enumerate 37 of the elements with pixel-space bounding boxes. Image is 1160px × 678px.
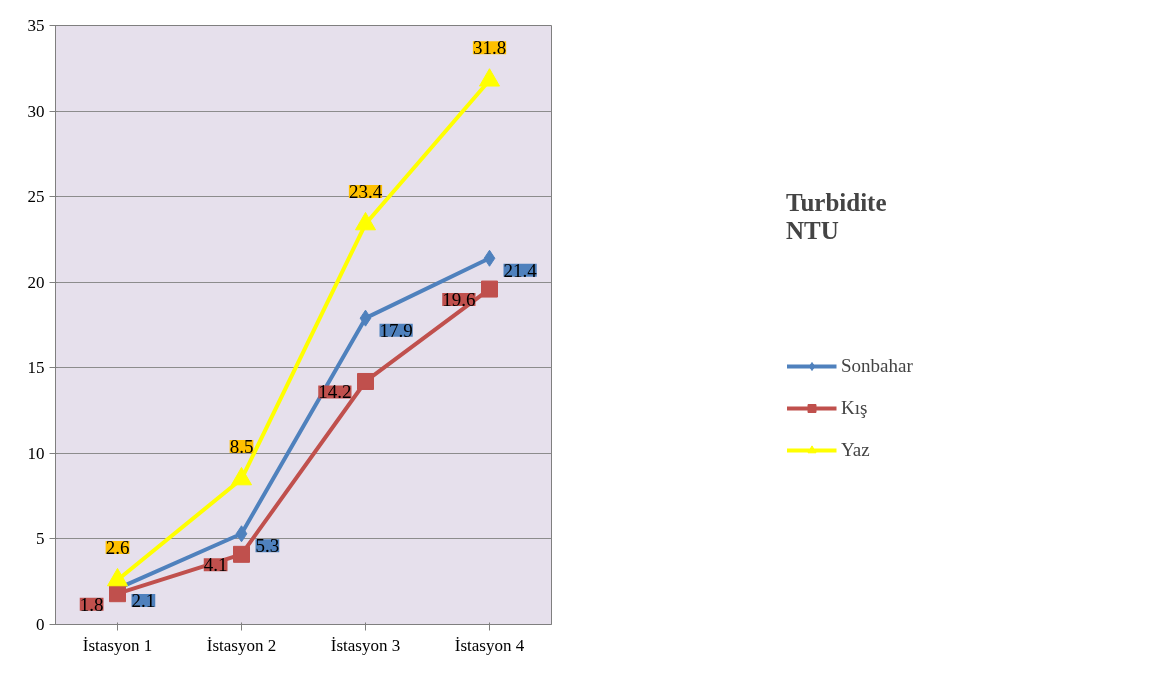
data-label: 17.9	[379, 319, 413, 341]
x-tick-label: İstasyon 4	[454, 635, 525, 655]
point	[479, 68, 500, 87]
text: Turbidite NTU	[786, 188, 888, 245]
y-tick-label: 35	[27, 16, 45, 35]
y-tick-label: 20	[27, 272, 45, 292]
point	[359, 309, 372, 327]
data-label: 23.4	[348, 181, 383, 203]
point	[483, 249, 496, 267]
data-label: 5.3	[255, 535, 280, 557]
x-tick-label: İstasyon 1	[82, 635, 153, 655]
y-tick-label: 10	[27, 443, 45, 463]
point	[481, 280, 498, 298]
point	[355, 211, 376, 231]
data-label: 2.6	[105, 537, 130, 558]
data-label: 19.6	[442, 289, 476, 311]
point	[233, 545, 250, 563]
data-label: 4.1	[203, 554, 228, 576]
data-label: 2.1	[131, 590, 156, 612]
y-tick-label: 5	[36, 529, 45, 549]
data-label: 1.8	[79, 593, 104, 615]
y-tick-label: 0	[36, 615, 45, 634]
y-tick-label: 25	[27, 187, 45, 207]
x-tick-label: İstasyon 3	[330, 635, 401, 655]
y-tick-label: 30	[27, 101, 45, 121]
data-label: 14.2	[318, 381, 352, 403]
legend-label: Sonbahar	[841, 354, 914, 377]
data-label: 31.8	[472, 37, 507, 59]
data-label: 21.4	[503, 259, 538, 281]
y-tick-label: 15	[27, 358, 45, 378]
point	[109, 585, 126, 603]
x-tick-label: İstasyon 2	[206, 635, 277, 655]
data-label: 8.5	[229, 436, 254, 458]
point	[357, 372, 374, 390]
legend-label: Kış	[841, 396, 869, 419]
point	[235, 525, 248, 543]
legend-label: Yaz	[841, 438, 871, 461]
